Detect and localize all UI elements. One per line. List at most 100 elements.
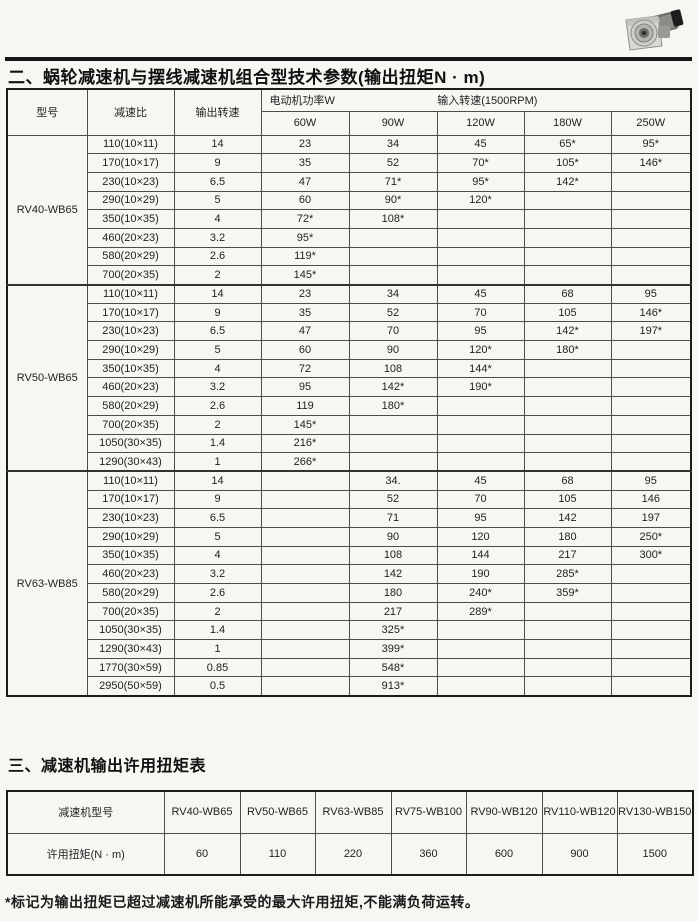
torque-value-cell: 360: [390, 832, 467, 876]
torque-cell-180w: 68: [523, 470, 612, 491]
ratio-cell: 170(10×17): [86, 489, 175, 510]
ratio-cell: 230(10×23): [86, 508, 175, 528]
torque-cell-120w: [436, 246, 525, 267]
torque-cell-180w: [523, 396, 612, 416]
torque-cell-180w: [523, 452, 612, 472]
ratio-cell: 580(20×29): [86, 583, 175, 603]
torque-cell-180w: 180*: [523, 340, 612, 360]
motor-power-label: 电动机功率W: [269, 95, 335, 108]
torque-cell-120w: 95: [436, 508, 525, 528]
spec-row: RV50-WB65 110(10×11) 14 23 34 45 68 95: [6, 283, 692, 472]
torque-cell-180w: [523, 246, 612, 267]
spec-row: 170(10×17) 9 35 52 70* 105* 146*: [7, 153, 692, 173]
torque-cell-90w: 34.: [348, 470, 438, 491]
torque-cell-90w: 90: [348, 340, 438, 360]
torque-cell-120w: 190*: [436, 377, 525, 398]
torque-cell-250w: 197: [610, 508, 692, 528]
spec-row: 700(20×35) 2 145*: [7, 265, 692, 285]
torque-cell-60w: 60: [260, 190, 350, 211]
col-header-60w: 60W: [260, 110, 350, 136]
torque-cell-250w: [610, 209, 692, 229]
speed-cell: 3.2: [173, 564, 262, 584]
torque-cell-250w: [610, 564, 692, 584]
torque-cell-120w: 45: [436, 134, 525, 155]
spec-row: RV40-WB65 110(10×11) 14 23 34 45 65* 95*: [6, 134, 692, 285]
torque-cell-60w: 119*: [260, 246, 350, 267]
torque-cell-120w: [436, 414, 525, 435]
col-header-250w: 250W: [610, 110, 692, 136]
torque-cell-120w: [436, 676, 525, 697]
torque-cell-250w: 146*: [610, 302, 692, 323]
torque-cell-180w: 105: [523, 489, 612, 510]
model-name: RV40-WB65: [6, 134, 88, 285]
torque-cell-120w: [436, 209, 525, 229]
footnote: *标记为输出扭矩已超过减速机所能承受的最大许用扭矩,不能满负荷运转。: [5, 894, 480, 910]
torque-cell-180w: [523, 227, 612, 248]
header-row-1: 型号 减速比 输出转速 电动机功率W 输入转速(1500RPM): [6, 88, 692, 136]
spec-row: 580(20×29) 2.6 180 240* 359*: [7, 583, 692, 603]
ratio-cell: 290(10×29): [86, 526, 175, 547]
torque-cell-120w: [436, 265, 525, 285]
col-header-model: 型号: [6, 88, 88, 136]
spec-row: 2950(50×59) 0.5 913*: [7, 676, 692, 697]
torque-model-cell: RV110-WB120: [541, 790, 618, 834]
ratio-cell: 580(20×29): [86, 396, 175, 416]
spec-row: 350(10×35) 4 108 144 217 300*: [7, 545, 692, 566]
speed-cell: 14: [173, 134, 262, 155]
spec-row: 170(10×17) 9 52 70 105 146: [7, 489, 692, 510]
spec-row: 350(10×35) 4 72* 108*: [7, 209, 692, 229]
section2-title: 二、蜗轮减速机与摆线减速机组合型技术参数(输出扭矩N · m): [8, 68, 486, 87]
torque-cell-60w: 35: [260, 153, 350, 173]
ratio-cell: 170(10×17): [86, 302, 175, 323]
spec-row: 460(20×23) 3.2 142 190 285*: [7, 564, 692, 584]
torque-value-row: 许用扭矩(N · m) 60 110 220 360 600 900 1500: [6, 832, 694, 876]
torque-cell-60w: 47: [260, 321, 350, 342]
speed-cell: 2: [173, 601, 262, 622]
torque-cell-120w: 240*: [436, 583, 525, 603]
torque-cell-180w: [523, 601, 612, 622]
spec-row: 170(10×17) 9 35 52 70 105 146*: [7, 302, 692, 323]
torque-cell-250w: [610, 414, 692, 435]
header-row-2: 60W 90W 120W 180W 250W: [7, 110, 692, 136]
params-table: 型号 减速比 输出转速 电动机功率W 输入转速(1500RPM) 60W 90W…: [6, 88, 693, 697]
torque-cell-90w: 399*: [348, 639, 438, 659]
torque-cell-180w: [523, 676, 612, 697]
header-divider: [5, 57, 692, 61]
torque-cell-90w: 142*: [348, 377, 438, 398]
col-header-output-speed: 输出转速: [173, 88, 262, 136]
torque-cell-120w: 95*: [436, 171, 525, 192]
ratio-cell: 580(20×29): [86, 246, 175, 267]
model-name: RV50-WB65: [6, 283, 88, 472]
spec-row: 230(10×23) 6.5 71 95 142 197: [7, 508, 692, 528]
col-header-180w: 180W: [523, 110, 612, 136]
torque-cell-60w: [260, 583, 350, 603]
ratio-cell: 460(20×23): [86, 227, 175, 248]
speed-cell: 6.5: [173, 321, 262, 342]
col-header-ratio: 减速比: [86, 88, 175, 136]
torque-cell-120w: 120*: [436, 340, 525, 360]
speed-cell: 1: [173, 452, 262, 472]
spec-row: 1050(30×35) 1.4 216*: [7, 433, 692, 454]
speed-cell: 2: [173, 414, 262, 435]
ratio-cell: 700(20×35): [86, 265, 175, 285]
torque-cell-180w: [523, 377, 612, 398]
torque-cell-250w: [610, 452, 692, 472]
product-photo: [625, 9, 684, 51]
torque-cell-90w: 34: [348, 283, 438, 304]
torque-cell-120w: 70: [436, 489, 525, 510]
torque-cell-60w: 72: [260, 358, 350, 379]
torque-cell-120w: [436, 452, 525, 472]
torque-cell-120w: [436, 657, 525, 678]
torque-cell-180w: 105*: [523, 153, 612, 173]
torque-model-header: 减速机型号: [6, 790, 165, 834]
spec-row: 290(10×29) 5 90 120 180 250*: [7, 526, 692, 547]
torque-cell-250w: [610, 620, 692, 641]
speed-cell: 9: [173, 489, 262, 510]
torque-cell-120w: 45: [436, 470, 525, 491]
col-header-90w: 90W: [348, 110, 438, 136]
torque-value-cell: 600: [465, 832, 543, 876]
torque-cell-180w: [523, 414, 612, 435]
section3-title: 三、减速机输出许用扭矩表: [8, 758, 207, 775]
ratio-cell: 460(20×23): [86, 377, 175, 398]
input-speed-label: 输入转速(1500RPM): [437, 95, 538, 108]
